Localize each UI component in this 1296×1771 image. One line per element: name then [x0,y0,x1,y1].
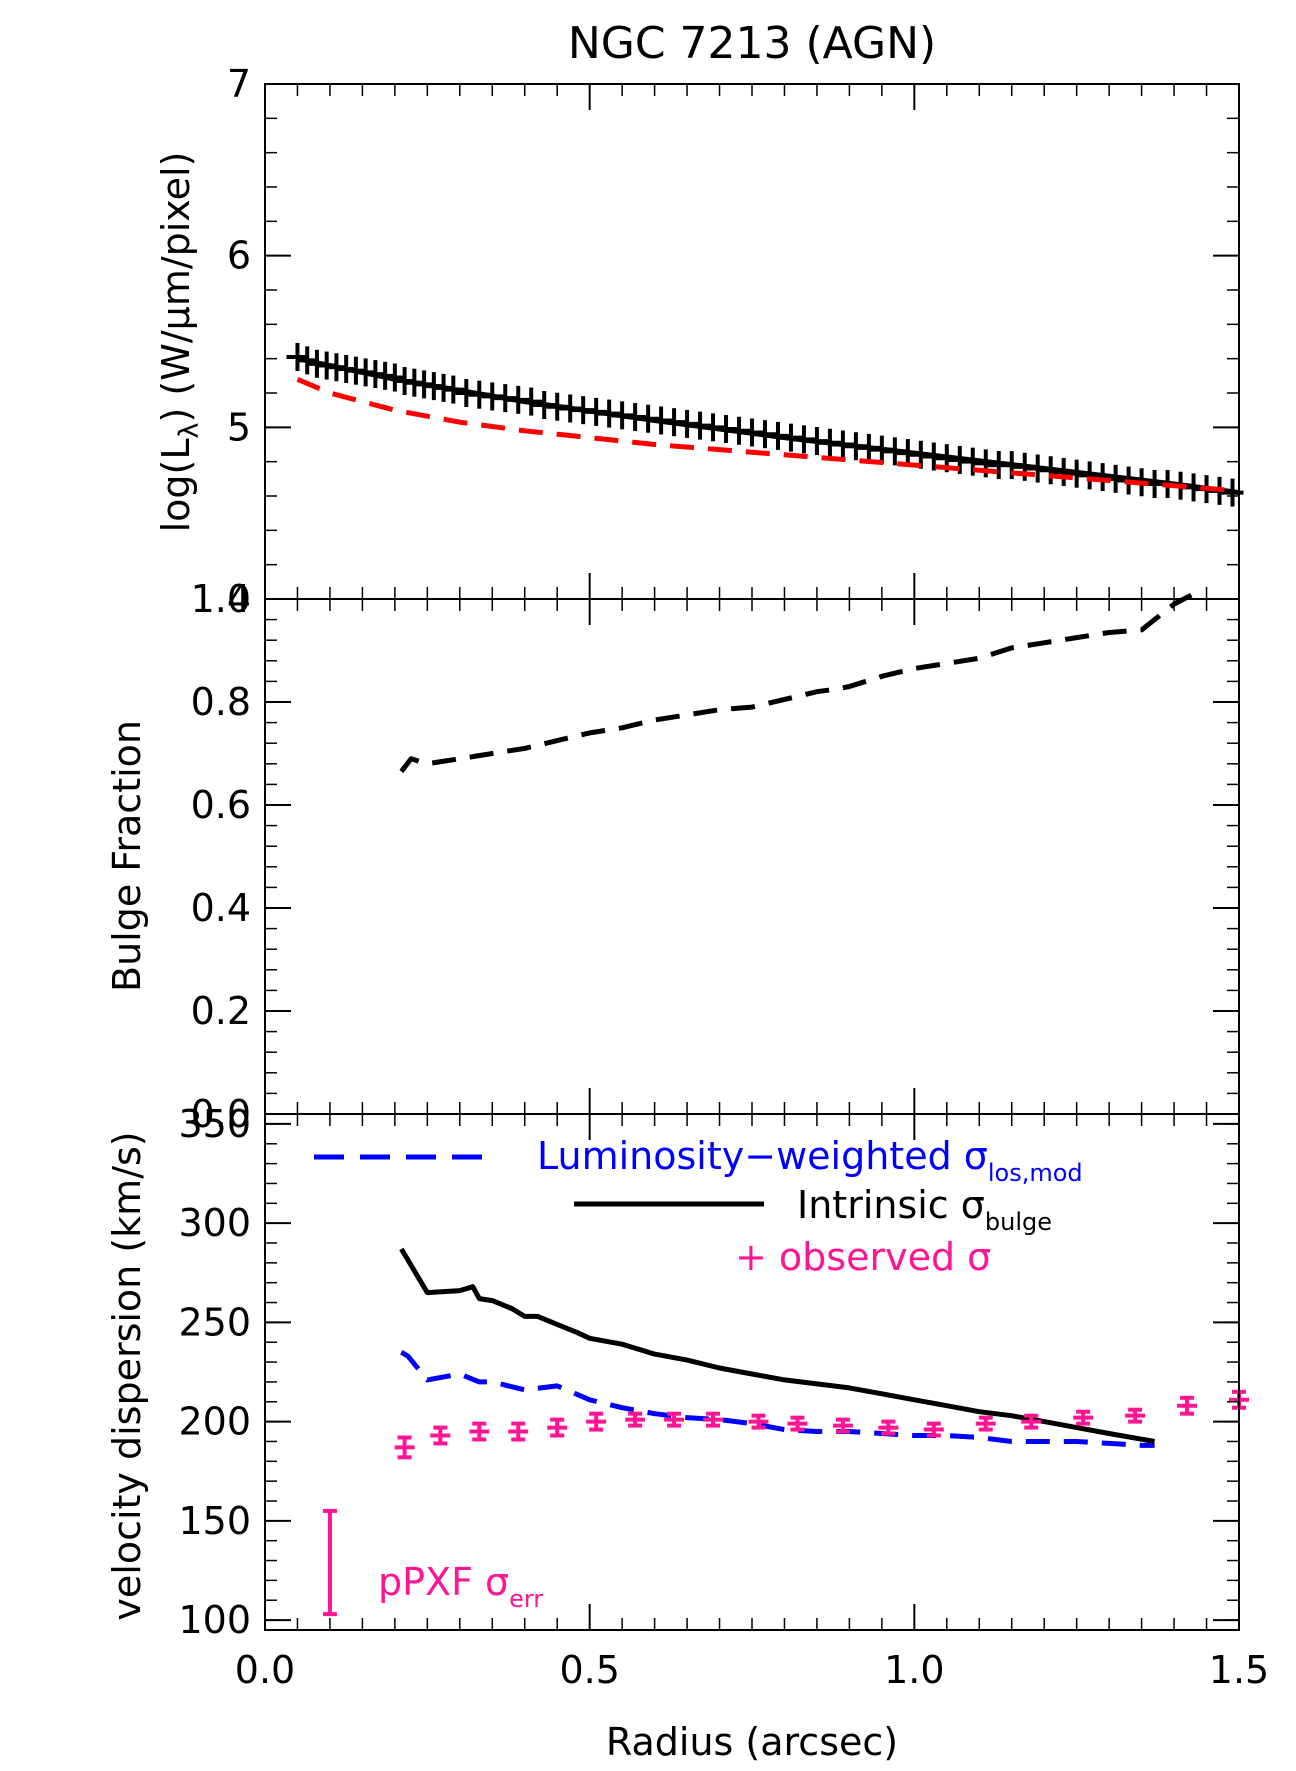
observed-sigma-point [787,1415,808,1432]
x-tick-label: 0.0 [235,1648,295,1692]
luminosity-y-axis-title-sub: λ [174,422,205,438]
data-point-plus [296,346,319,375]
y-tick-label: 5 [227,405,251,449]
observed-sigma-point [975,1415,996,1432]
observed-sigma-point [547,1417,568,1438]
velocity-dispersion-y-axis-title: velocity dispersion (km/s) [105,1131,149,1620]
y-tick-label: 6 [227,234,251,278]
luminosity-y-axis-title-prefix: log(L [154,438,198,532]
pperf-error-label: pPXF σerr [378,1560,543,1613]
y-tick-label: 250 [178,1300,251,1344]
bulge-fraction-plot-area [399,591,1195,774]
velocity-dispersion-series-0-line [400,1350,1155,1448]
y-tick-label: 7 [227,62,251,106]
observed-sigma-point [469,1421,490,1442]
legend-label-luminosity-weighted-sub: los,mod [988,1159,1083,1187]
observed-sigma-point [394,1435,415,1460]
y-tick-label: 150 [178,1499,251,1543]
velocity-dispersion-plot-area [322,1247,1249,1617]
legend-label-luminosity-weighted-main: Luminosity−weighted σ [537,1134,988,1178]
x-axis-tick-labels: 0.0 0.5 1.0 1.5 [235,1648,1269,1692]
x-tick-label: 1.0 [884,1648,944,1692]
observed-sigma-point [664,1411,685,1428]
pperf-error-label-sub: err [509,1585,543,1613]
bulge-fraction-panel-frame [264,598,1240,1115]
observed-sigma-point [1125,1407,1146,1424]
velocity-dispersion-series-1-line [399,1247,1156,1444]
y-tick-label: 1.0 [191,577,251,621]
observed-sigma-point [1021,1413,1042,1430]
luminosity-plot-area [286,342,1244,507]
y-tick-label: 0.2 [191,989,251,1033]
y-tick-label: 100 [178,1598,251,1642]
legend-label-intrinsic-main: Intrinsic σ [797,1183,985,1227]
legend: Luminosity−weighted σlos,mod Intrinsic σ… [314,1134,1083,1613]
y-tick-label: 0.4 [191,886,251,930]
bulge-fraction-y-axis-title: Bulge Fraction [105,720,149,992]
observed-sigma-point [625,1411,646,1428]
observed-sigma-point [508,1421,529,1442]
y-tick-label: 0.6 [191,783,251,827]
y-tick-label: 0.8 [191,680,251,724]
data-point-plus [442,375,465,404]
legend-label-intrinsic: Intrinsic σbulge [797,1183,1052,1236]
pperf-error-bar [322,1508,337,1617]
observed-sigma-point [1073,1409,1094,1426]
observed-sigma-point [586,1411,607,1432]
chart-title: NGC 7213 (AGN) [568,18,936,69]
bulge-fraction-series-0-line [399,591,1195,774]
data-point-plus [286,342,309,371]
luminosity-series-2-line [296,376,1240,494]
y-tick-label: 300 [178,1201,251,1245]
luminosity-y-axis-title-suffix: ) (W/μm/pixel) [154,152,198,423]
x-axis-title: Radius (arcsec) [606,1720,898,1764]
bulge-fraction-axis-ticks: 0.0 0.2 0.4 0.6 0.8 1.0 [191,577,1240,1136]
x-tick-label: 0.5 [559,1648,619,1692]
legend-label-observed: + observed σ [735,1235,991,1279]
luminosity-panel-frame [264,83,1240,600]
luminosity-y-axis-title: log(Lλ) (W/μm/pixel) [154,152,205,533]
legend-label-intrinsic-sub: bulge [985,1208,1052,1236]
data-point-plus [383,363,406,392]
velocity-dispersion-panel: 100 150 200 250 300 350 velocity dispersion (… [105,1102,1249,1642]
observed-sigma-point [748,1413,769,1430]
legend-label-luminosity-weighted: Luminosity−weighted σlos,mod [537,1134,1083,1187]
data-point-plus [1221,478,1244,507]
luminosity-axis-ticks: 4 5 6 7 [227,62,1240,621]
luminosity-panel: 4 5 6 7 log(Lλ) (W/μm/pixel) [154,62,1244,621]
observed-sigma-point [832,1417,853,1434]
observed-sigma-point [1177,1395,1198,1416]
observed-sigma-point [923,1421,944,1438]
velocity-dispersion-axis-ticks: 100 150 200 250 300 350 [178,1102,1240,1642]
luminosity-series-0-line [296,356,1240,496]
observed-sigma-point [703,1411,724,1428]
data-point-plus [520,387,543,416]
x-tick-label: 1.5 [1209,1648,1269,1692]
pperf-error-label-main: pPXF σ [378,1560,509,1604]
y-tick-label: 350 [178,1102,251,1146]
bulge-fraction-panel: 0.0 0.2 0.4 0.6 0.8 1.0 Bulge Fraction [105,577,1240,1136]
y-tick-label: 0.0 [191,1092,251,1136]
observed-sigma-point [430,1425,451,1446]
observed-sigma-point [878,1419,899,1436]
y-tick-label: 4 [227,577,251,621]
y-tick-label: 200 [178,1400,251,1444]
